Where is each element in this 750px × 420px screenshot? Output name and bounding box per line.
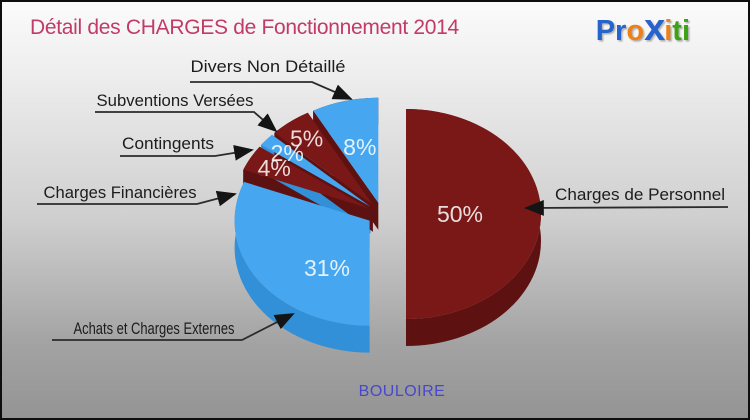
logo-letter-x: x [644,7,665,49]
callout-line-charges-financieres [37,190,237,207]
callout-line-charges-de-personnel [524,199,729,216]
callout-label-charges-financieres: Charges Financières [44,183,197,202]
logo-letter-o: o [626,15,645,47]
logo-letter-i: i [664,15,673,47]
callout-label-achats-et-charges-externes: Achats et Charges Externes [74,319,235,338]
pie-slice-divers-non-detaille [313,97,379,203]
pie-slice-charges-de-personnel [406,109,541,319]
pie-slice-charges-financieres [243,146,369,209]
slice-percent-label-divers-non-detaille: 8% [343,134,376,160]
proxiti-logo: Pr o x i ti [596,7,690,52]
callout-line-achats-et-charges-externes [52,313,295,341]
slice-percent-label-achats-et-charges-externes: 31% [304,255,350,281]
page-title: Détail des CHARGES de Fonctionnement 201… [30,16,459,39]
callout-line-divers-non-detaille [190,81,353,100]
pie-slice-wall-achats-et-charges-externes [234,181,370,353]
callout-label-divers-non-detaille: Divers Non Détaillé [191,57,346,76]
callout-line-contingents [120,145,254,161]
slice-percent-label-subventions-versees: 5% [290,125,323,151]
pie-slice-contingents [261,134,371,207]
slice-percent-label-contingents: 2% [271,140,304,166]
callout-line-subventions-versees [95,111,278,133]
municipality-label: BOULOIRE [358,383,446,400]
slice-percent-labels: 50% 31% 4%2%5% 8% [258,125,483,281]
slice-percent-label-charges-de-personnel: 50% [437,201,483,227]
logo-letters-ti: ti [672,15,690,47]
callout-label-subventions-versees: Subventions Versées [97,91,254,110]
pie-slice-subventions-versees [274,112,373,205]
pie-slice-achats-et-charges-externes [234,181,370,326]
pie-slice-tops [234,97,541,326]
callouts: Charges de Personnel Achats et Charges Ex… [37,57,729,341]
callout-label-charges-de-personnel: Charges de Personnel [555,185,725,204]
slice-percent-label-charges-financieres: 4% [258,155,291,181]
logo-letters-pr: Pr [595,15,627,47]
callout-label-contingents: Contingents [122,134,214,153]
